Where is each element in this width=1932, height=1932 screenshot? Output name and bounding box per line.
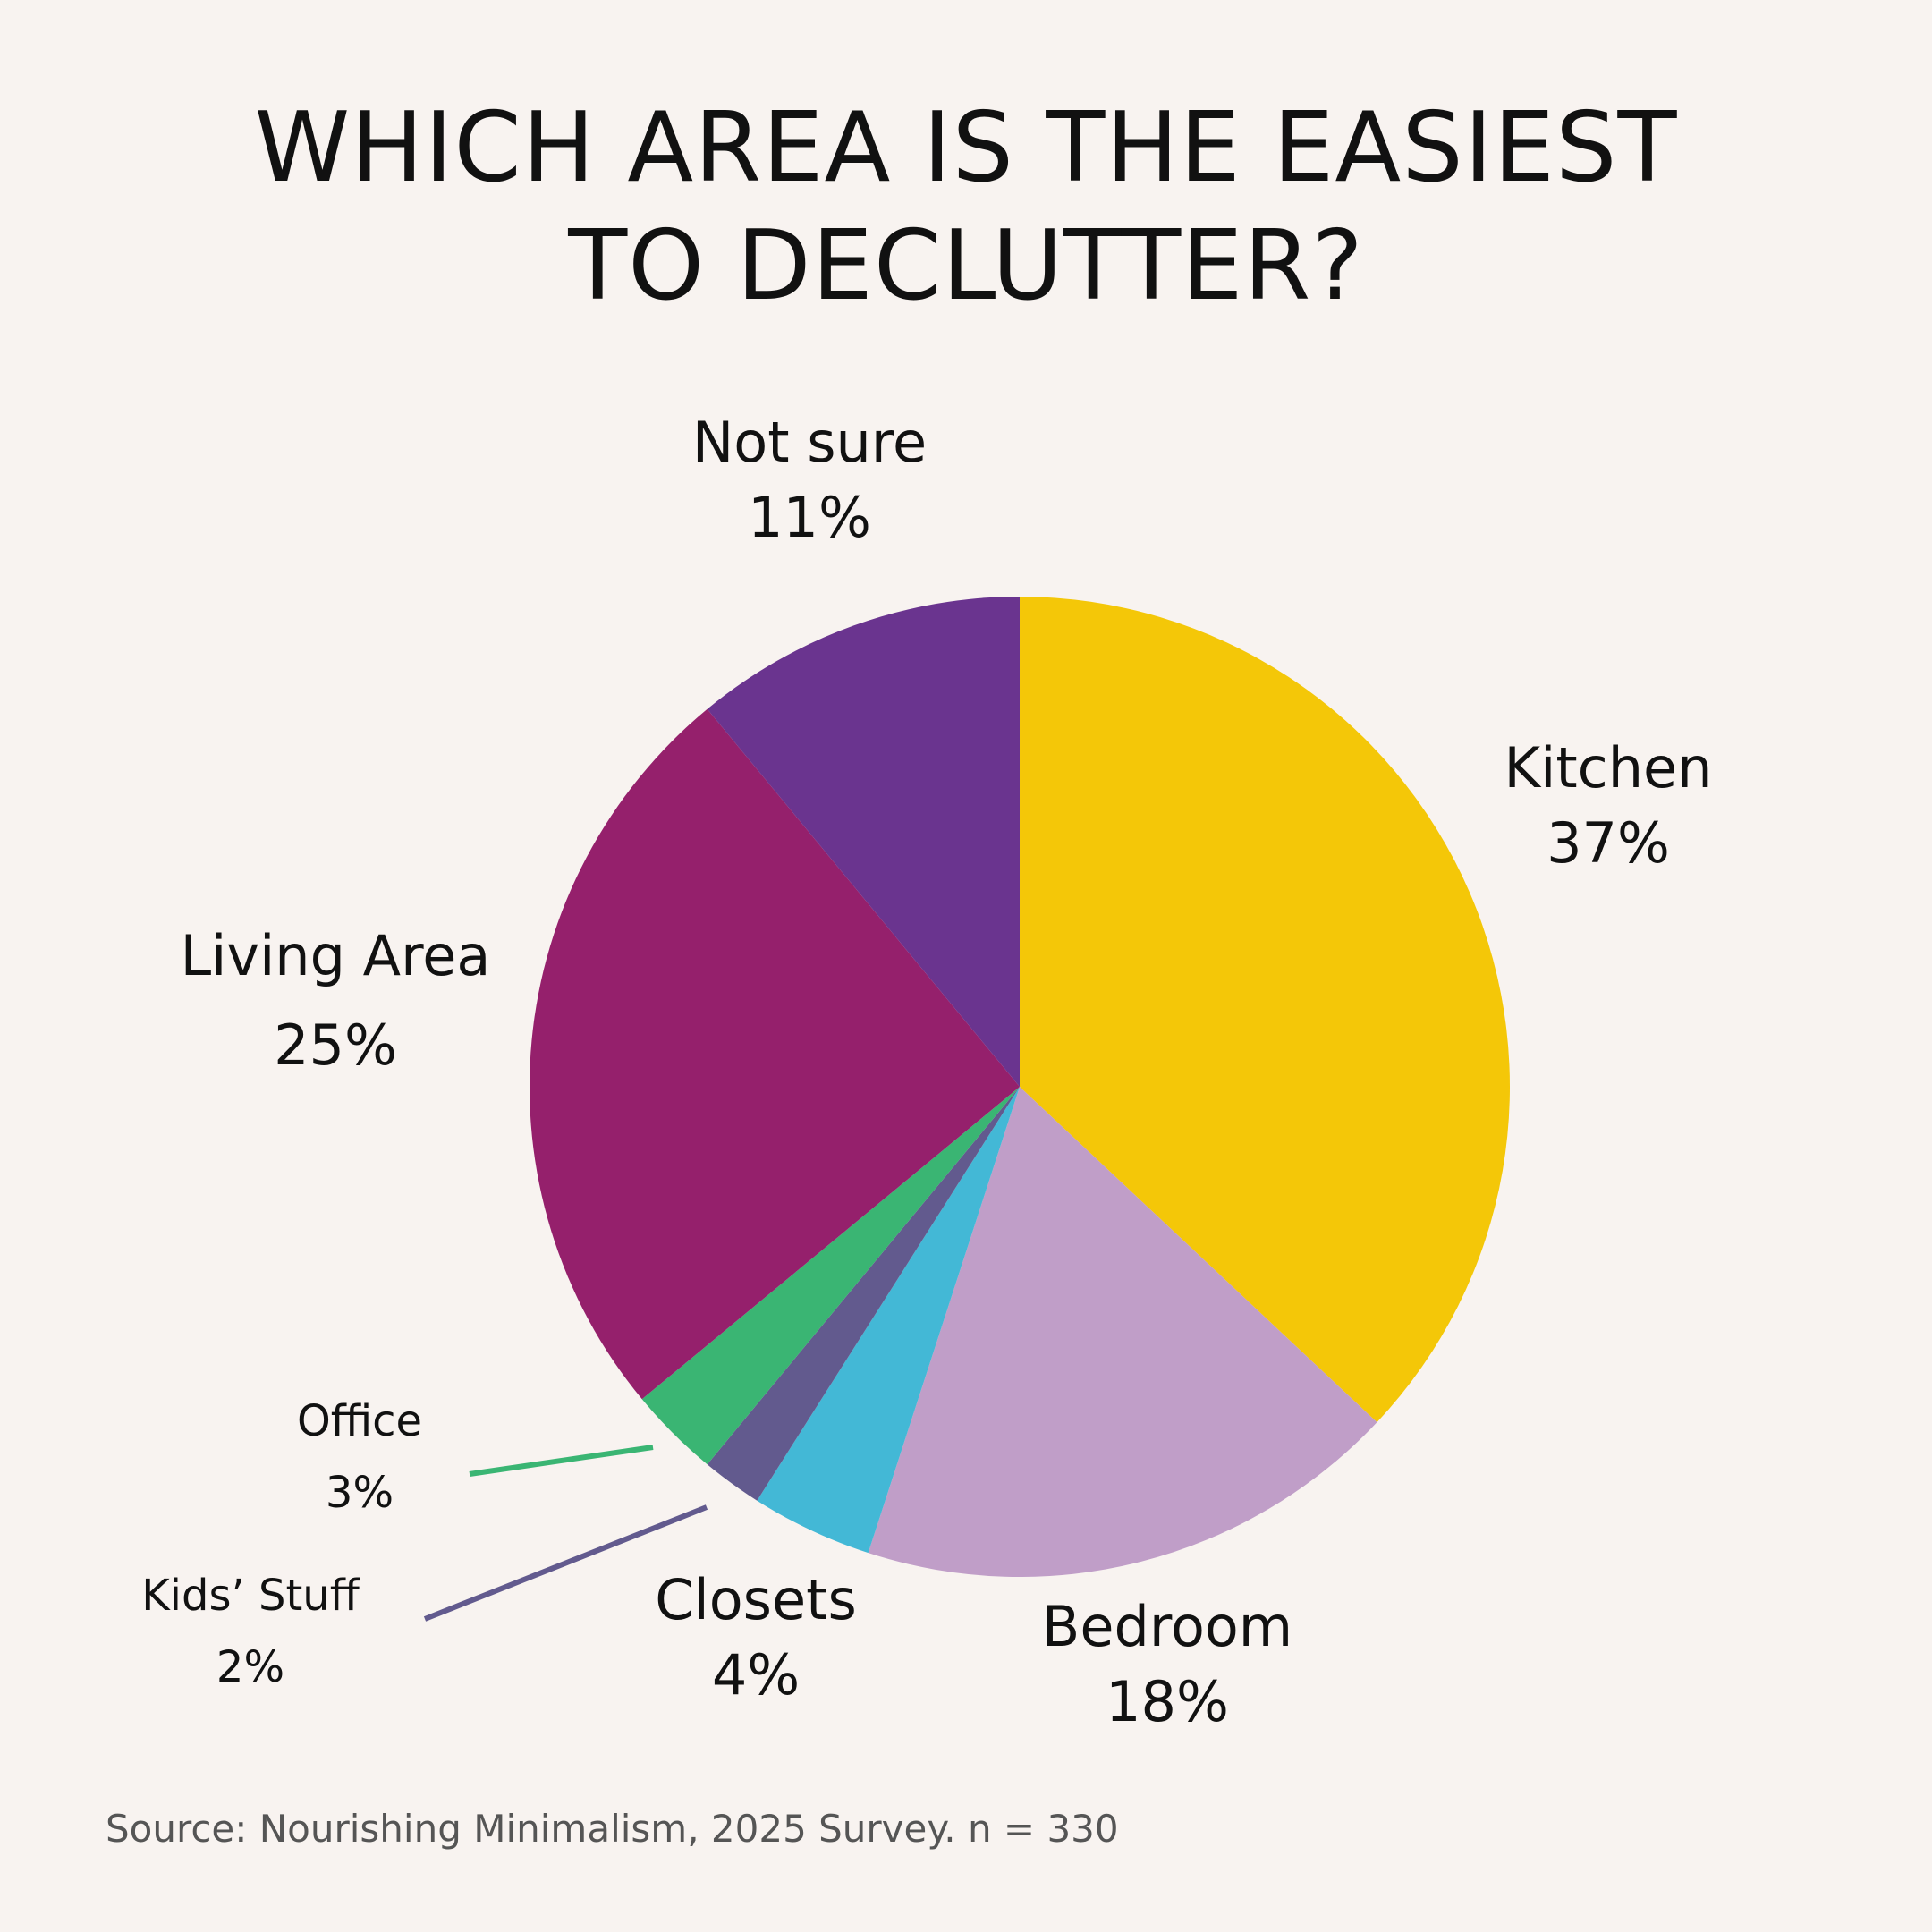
chart-title-line-1: WHICH AREA IS THE EASIEST [254,92,1678,204]
pie-slice-closets [757,1087,1020,1554]
slice-value-bedroom: 18% [1106,1669,1229,1734]
pie-slice-kitchen [1020,597,1511,1423]
slice-label-office: Office [297,1396,422,1446]
chart-title-line-2: TO DECLUTTER? [568,210,1364,322]
slice-value-living-area: 25% [274,1013,397,1078]
slice-label-living-area: Living Area [181,923,491,988]
slice-label-bedroom: Bedroom [1042,1594,1292,1659]
slice-label-not-sure: Not sure [692,410,927,475]
pie-slice-kids-stuff [707,1087,1020,1501]
slice-value-kids-stuff: 2% [216,1642,284,1692]
pie-slice-bedroom [868,1087,1377,1577]
slice-value-kitchen: 37% [1546,810,1670,876]
slice-value-office: 3% [326,1468,394,1518]
pie-slice-not-sure [707,597,1020,1087]
slice-label-kids-stuff: Kids’ Stuff [141,1571,360,1621]
chart-title: WHICH AREA IS THE EASIEST TO DECLUTTER? [0,89,1932,326]
slice-value-not-sure: 11% [748,485,871,550]
leader-line-office [469,1445,654,1477]
slice-label-kitchen: Kitchen [1504,735,1712,801]
pie-slice-living-area [529,708,1020,1400]
slice-label-closets: Closets [655,1567,857,1632]
slice-value-closets: 4% [712,1642,800,1707]
source-note: Source: Nourishing Minimalism, 2025 Surv… [106,1807,1119,1851]
leader-line-kids-stuff [423,1504,708,1622]
pie-slice-office [641,1087,1020,1465]
